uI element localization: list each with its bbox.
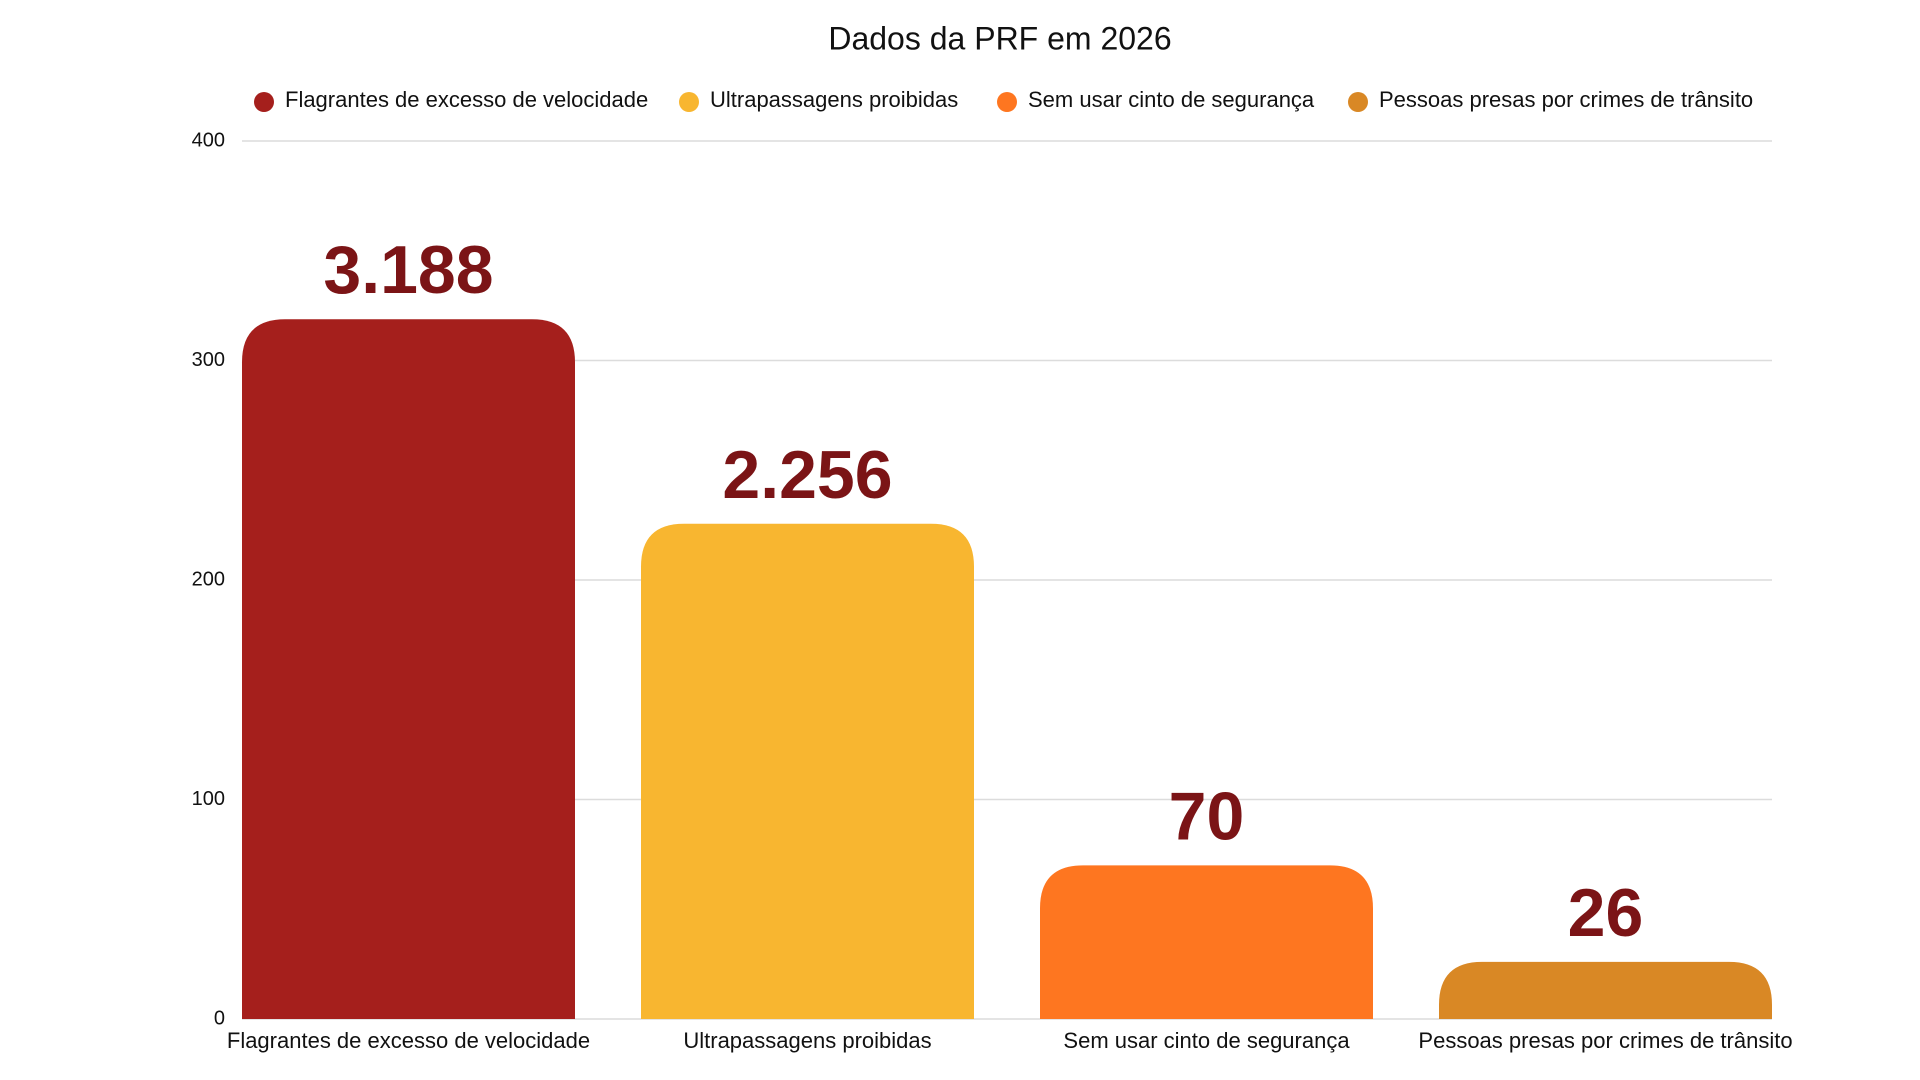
legend-swatch [679,92,699,112]
chart-title: Dados da PRF em 2026 [828,20,1171,56]
legend-label: Sem usar cinto de segurança [1028,87,1315,112]
bar-annotation: 2.256 [722,437,892,513]
y-tick-label: 200 [192,568,225,590]
y-tick-label: 300 [192,349,225,371]
legend-label: Ultrapassagens proibidas [710,87,958,112]
x-tick-label: Flagrantes de excesso de velocidade [227,1028,590,1053]
bar [242,319,575,1019]
bar [1040,865,1373,1019]
x-tick-label: Pessoas presas por crimes de trânsito [1418,1028,1792,1053]
bar-annotation: 70 [1169,778,1245,854]
legend-swatch [997,92,1017,112]
legend-label: Pessoas presas por crimes de trânsito [1379,87,1753,112]
legend-label: Flagrantes de excesso de velocidade [285,87,648,112]
y-tick-label: 400 [192,129,225,151]
x-tick-label: Ultrapassagens proibidas [683,1028,931,1053]
bar-annotation: 26 [1568,875,1644,951]
bar [641,523,974,1019]
x-tick-label: Sem usar cinto de segurança [1063,1028,1350,1053]
bar [1439,961,1772,1019]
y-tick-label: 100 [192,788,225,810]
legend-swatch [254,92,274,112]
bar-annotation: 3.188 [323,232,493,308]
y-tick-label: 0 [214,1007,225,1029]
legend-swatch [1348,92,1368,112]
